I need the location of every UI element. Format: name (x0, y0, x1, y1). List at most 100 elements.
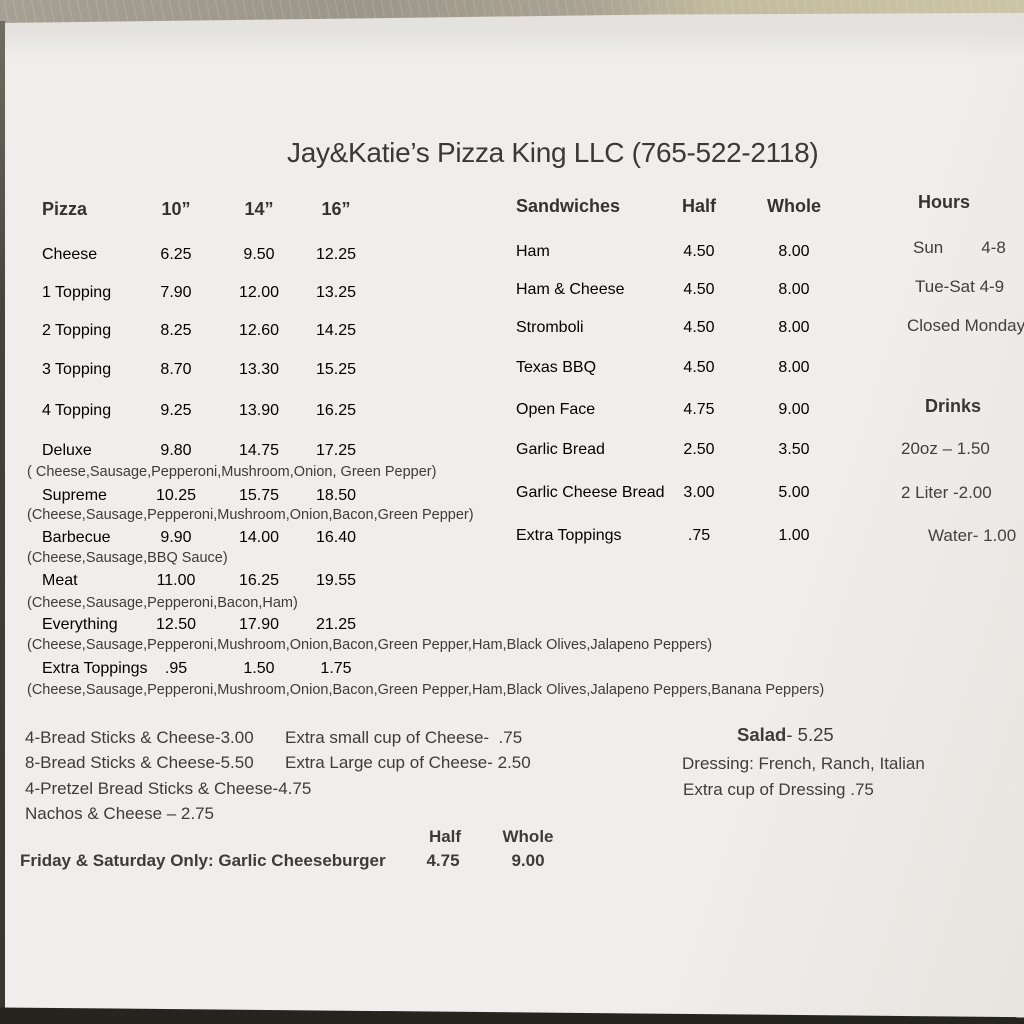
pizza-price-10: 6.25 (160, 246, 192, 263)
cheese-cup-item: Extra small cup of Cheese- .75 (285, 728, 523, 747)
salad-price: - 5.25 (786, 724, 834, 745)
pizza-item-name: Meat (42, 572, 78, 589)
pizza-price-10: 8.25 (160, 322, 192, 339)
sandwich-name: Texas BBQ (516, 359, 597, 376)
side-item: Nachos & Cheese – 2.75 (25, 804, 215, 823)
sandwich-name: Stromboli (516, 319, 584, 336)
sandwiches-section-label: Sandwiches (516, 196, 621, 216)
sandwich-half-price: 4.50 (683, 243, 715, 260)
sandwich-name: Garlic Cheese Bread (516, 484, 665, 501)
pizza-item-name: Supreme (42, 487, 107, 504)
pizza-ingredients: (Cheese,Sausage,Pepperoni,Mushroom,Onion… (27, 682, 825, 698)
sandwiches-header-row: Sandwiches Half Whole (516, 196, 856, 217)
special-half-header: Half (428, 827, 462, 846)
pizza-item-name: Cheese (42, 246, 98, 263)
pizza-row: Supreme 10.25 15.75 18.50 (42, 487, 422, 508)
special-whole-price: 9.00 (511, 851, 545, 870)
pizza-price-10: 7.90 (160, 284, 192, 301)
pizza-price-14: 15.75 (238, 487, 280, 504)
pizza-row: Meat 11.00 16.25 19.55 (42, 572, 422, 593)
sandwich-row: Texas BBQ 4.50 8.00 (516, 359, 856, 380)
sandwich-row: Ham 4.50 8.00 (516, 243, 856, 264)
pizza-ingredients: (Cheese,Sausage,Pepperoni,Mushroom,Onion… (27, 507, 474, 523)
pizza-price-10: 11.00 (156, 572, 196, 589)
cheese-cup-item: Extra Large cup of Cheese- 2.50 (285, 753, 531, 772)
sandwich-half-price: 4.75 (683, 401, 715, 418)
pizza-price-10: .95 (164, 660, 188, 677)
sandwich-name: Ham (516, 243, 550, 260)
sandwich-name: Ham & Cheese (516, 281, 625, 298)
pizza-price-10: 9.80 (160, 442, 192, 459)
hours-tue-sat: Tue-Sat 4-9 (915, 277, 1005, 296)
salad-label: Salad (737, 724, 787, 745)
sandwich-whole-price: 8.00 (778, 281, 810, 298)
sandwich-row: Garlic Bread 2.50 3.50 (516, 441, 856, 462)
sandwich-name: Extra Toppings (516, 527, 622, 544)
pizza-price-16: 19.55 (315, 572, 357, 589)
hours-sunday-day: Sun (913, 238, 944, 257)
hours-sunday-time: 4-8 (981, 238, 1006, 257)
pizza-item-name: Barbecue (42, 529, 111, 546)
pizza-size-header-16: 16” (321, 199, 351, 219)
pizza-ingredients: (Cheese,Sausage,Pepperoni,Mushroom,Onion… (27, 637, 713, 653)
sandwich-half-price: 4.50 (683, 281, 715, 298)
sandwich-whole-price: 8.00 (778, 243, 810, 260)
pizza-price-16: 13.25 (315, 284, 357, 301)
sandwich-whole-price: 8.00 (778, 319, 810, 336)
side-item: 4-Bread Sticks & Cheese-3.00 (25, 728, 254, 747)
pizza-price-16: 17.25 (315, 442, 357, 459)
pizza-ingredients: (Cheese,Sausage,Pepperoni,Bacon,Ham) (27, 595, 298, 611)
pizza-item-name: 2 Topping (42, 322, 112, 339)
pizza-header-row: Pizza 10” 14” 16” (42, 199, 422, 220)
page-title: Jay&Katie’s Pizza King LLC (765-522-2118… (287, 137, 819, 168)
drink-item: 20oz – 1.50 (901, 439, 990, 458)
pizza-row: Extra Toppings .95 1.50 1.75 (42, 660, 422, 681)
pizza-price-16: 1.75 (320, 660, 352, 677)
pizza-row: 3 Topping 8.70 13.30 15.25 (42, 361, 422, 382)
pizza-price-14: 13.90 (238, 402, 280, 419)
hours-section-label: Hours (918, 192, 971, 212)
pizza-price-14: 13.30 (238, 361, 280, 378)
pizza-price-10: 10.25 (155, 487, 197, 504)
pizza-item-name: Extra Toppings (42, 660, 148, 677)
pizza-ingredients: ( Cheese,Sausage,Pepperoni,Mushroom,Onio… (27, 464, 437, 480)
pizza-item-name: 1 Topping (42, 284, 112, 301)
pizza-price-10: 12.50 (155, 616, 197, 633)
sandwich-half-price: 3.00 (683, 484, 715, 501)
pizza-price-10: 9.90 (160, 529, 192, 546)
sandwich-name: Garlic Bread (516, 441, 605, 458)
pizza-item-name: 4 Topping (42, 402, 112, 419)
pizza-row: 4 Topping 9.25 13.90 16.25 (42, 402, 422, 423)
pizza-price-14: 1.50 (243, 660, 275, 677)
pizza-row: Cheese 6.25 9.50 12.25 (42, 246, 422, 267)
side-item: 8-Bread Sticks & Cheese-5.50 (25, 753, 254, 772)
pizza-price-16: 12.25 (315, 246, 357, 263)
sandwich-whole-price: 8.00 (778, 359, 810, 376)
pizza-size-header-14: 14” (244, 199, 274, 219)
pizza-row: Deluxe 9.80 14.75 17.25 (42, 442, 422, 463)
drinks-section-label: Drinks (925, 396, 982, 416)
pizza-price-14: 9.50 (243, 246, 275, 263)
sandwich-half-price: .75 (687, 527, 711, 544)
pizza-price-14: 17.90 (238, 616, 280, 633)
pizza-price-14: 14.75 (238, 442, 280, 459)
drink-item: 2 Liter -2.00 (901, 483, 992, 502)
salad-extra-dressing: Extra cup of Dressing .75 (683, 780, 874, 799)
sandwich-half-price: 4.50 (683, 319, 715, 336)
sandwiches-half-header: Half (681, 196, 716, 216)
pizza-row: 2 Topping 8.25 12.60 14.25 (42, 322, 422, 343)
salad-dressing: Dressing: French, Ranch, Italian (682, 754, 925, 773)
salad-title: Salad- 5.25 (737, 724, 834, 746)
sandwich-name: Open Face (516, 401, 596, 418)
pizza-item-name: Everything (42, 616, 118, 633)
pizza-price-14: 12.00 (238, 284, 280, 301)
sandwich-whole-price: 9.00 (778, 401, 810, 418)
paper-left-edge (0, 21, 5, 1011)
drink-item: Water- 1.00 (928, 526, 1017, 545)
pizza-price-14: 16.25 (238, 572, 280, 589)
hours-closed: Closed Monday (907, 316, 1024, 335)
pizza-price-16: 21.25 (315, 616, 357, 633)
pizza-row: Barbecue 9.90 14.00 16.40 (42, 529, 422, 550)
sandwich-whole-price: 1.00 (778, 527, 810, 544)
pizza-price-16: 16.40 (315, 529, 357, 546)
